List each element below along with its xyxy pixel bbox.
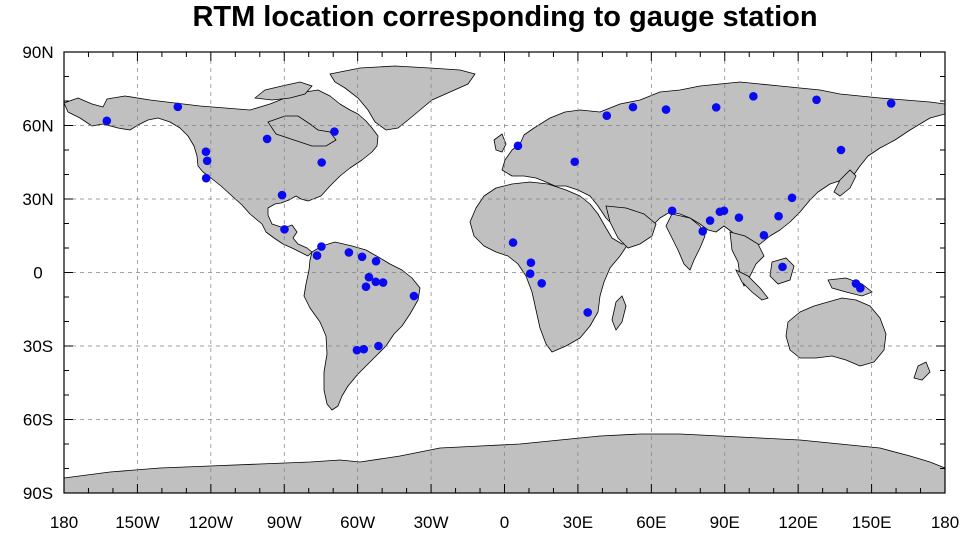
gauge-station-point [344,248,354,257]
gauge-station-point [371,277,381,287]
y-tick-label: 30S [23,337,53,356]
gauge-station-point [364,272,374,282]
x-tick-label: 150E [852,513,892,532]
x-tick-label: 180 [50,513,78,532]
gauge-station-point [102,116,112,126]
y-tick-label: 90N [22,43,53,62]
landmass-arctic-islands [254,81,313,101]
gauge-station-point [312,251,322,260]
landmass-new-zealand [913,361,931,381]
gauge-station-point [262,134,272,144]
axis-tick-labels: 180 150W 120W 90W 60W 30W 0 30E 60E 90E 120E 150E 18… [22,43,959,532]
gauge-station-point [778,262,787,272]
gauge-station-point [201,147,211,157]
x-tick-label: 30E [563,513,593,532]
x-tick-label: 150W [115,513,159,532]
y-tick-label: 0 [33,264,42,283]
y-tick-label: 30N [22,190,53,209]
landmass-british-isles [493,133,507,153]
x-tick-label: 60W [340,513,375,532]
gauge-station-point [812,95,821,105]
gauge-station-point [705,216,715,225]
landmass-indochina [729,231,765,287]
gauge-station-point [570,157,580,167]
gauge-station-point [602,111,612,120]
gauge-station-point [361,282,371,292]
gauge-station-point [201,173,211,183]
x-tick-label: 60E [636,513,666,532]
gauge-station-point [583,308,593,317]
landmass-arabia [605,205,657,249]
gauge-station-point [526,258,536,268]
gauge-station-point [759,230,769,240]
gauge-station-point [749,92,758,101]
gauge-station-point [719,206,729,216]
gauge-station-point [513,141,523,151]
axis-ticks [63,51,946,494]
landmass-india [665,213,706,271]
gauge-station-point [378,278,388,287]
gauge-station-point [711,103,721,112]
x-tick-label: 0 [500,513,509,532]
grid-lines [64,52,945,493]
gauge-station-point [173,102,183,112]
landmass-greenland [329,65,476,131]
gauge-station-point [698,227,708,236]
water-hudson-bay [267,115,337,147]
gauge-station-point [628,102,638,112]
gauge-station-point [774,211,783,221]
y-tick-label: 90S [23,484,53,503]
x-tick-label: 120E [778,513,818,532]
landmass-madagascar [611,295,627,331]
gauge-station-point [330,127,339,136]
x-tick-label: 90W [267,513,302,532]
landmass-japan [833,169,857,197]
gauge-station-point [787,193,797,203]
y-tick-label: 60S [23,411,53,430]
gauge-station-point [508,238,518,247]
gauge-station-point [667,206,677,216]
gauge-station-point [525,269,535,279]
gauge-station-point [317,158,326,167]
gauge-station-points [102,92,896,355]
gauge-station-point [374,341,383,351]
gauge-station-point [409,291,419,301]
gauge-station-point [280,225,289,234]
gauge-station-point [317,242,326,251]
x-tick-label: 90E [710,513,740,532]
gauge-station-point [537,278,546,288]
landmass-sumatra [735,269,769,301]
gauge-station-point [886,99,896,108]
gauge-station-point [836,145,846,155]
x-tick-label: 180 [931,513,959,532]
y-tick-label: 60N [22,117,53,136]
gauge-station-point [202,156,212,166]
gauge-station-point [352,345,362,355]
gauge-station-point [371,256,381,266]
gauge-station-point [856,283,865,293]
chart-title: RTM location corresponding to gauge stat… [192,1,818,33]
landmass-south-america [303,241,421,411]
x-tick-label: 120W [189,513,233,532]
gauge-station-point [357,252,367,262]
gauge-station-point [661,105,671,114]
gauge-station-point [734,213,744,222]
x-tick-label: 30W [414,513,449,532]
landmass-australia [785,297,887,367]
gauge-station-point [277,190,287,200]
gauge-station-point [359,344,369,354]
